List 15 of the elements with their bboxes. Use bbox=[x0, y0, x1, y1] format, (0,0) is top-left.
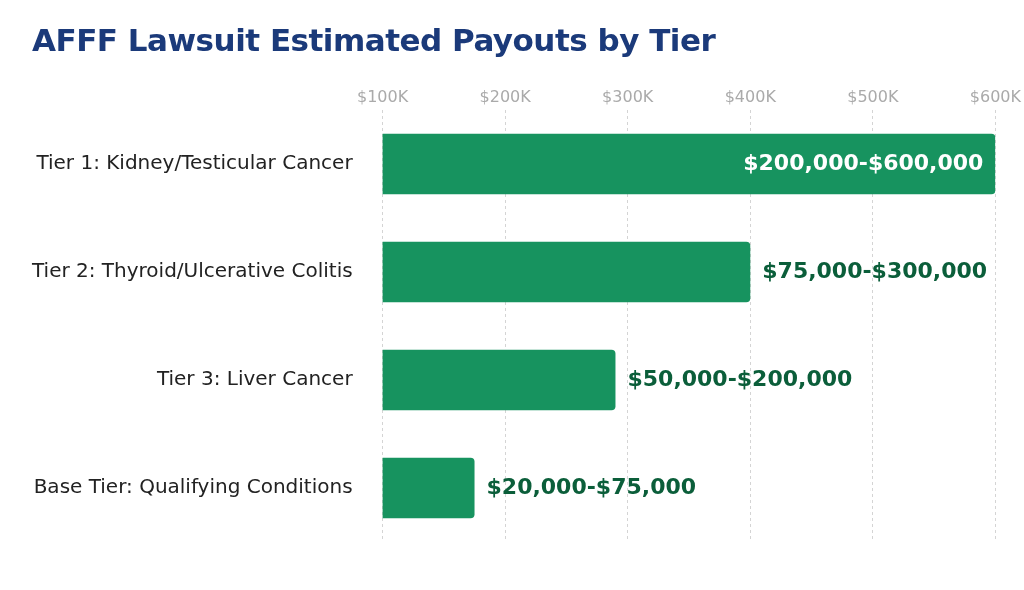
y-tick-label: Tier 2: Thyroid/Ulcerative Colitis bbox=[31, 258, 353, 283]
y-tick-label: Tier 3: Liver Cancer bbox=[155, 366, 354, 391]
data-label: $200,000-$600,000 bbox=[743, 149, 984, 175]
data-label: $50,000-$200,000 bbox=[627, 365, 853, 391]
x-tick-label: $500K bbox=[847, 86, 899, 106]
chart-title: AFFF Lawsuit Estimated Payouts by Tier bbox=[32, 22, 716, 58]
data-label: $75,000-$300,000 bbox=[762, 257, 988, 283]
data-label: $20,000-$75,000 bbox=[486, 473, 697, 499]
x-tick-label: $100K bbox=[357, 86, 409, 106]
x-tick-label: $600K bbox=[969, 86, 1022, 106]
x-tick-label: $200K bbox=[479, 86, 532, 106]
x-tick-label: $300K bbox=[602, 86, 654, 106]
x-tick-label: $400K bbox=[724, 86, 777, 106]
y-tick-label: Tier 1: Kidney/Testicular Cancer bbox=[35, 150, 354, 175]
y-tick-label: Base Tier: Qualifying Conditions bbox=[33, 474, 353, 499]
